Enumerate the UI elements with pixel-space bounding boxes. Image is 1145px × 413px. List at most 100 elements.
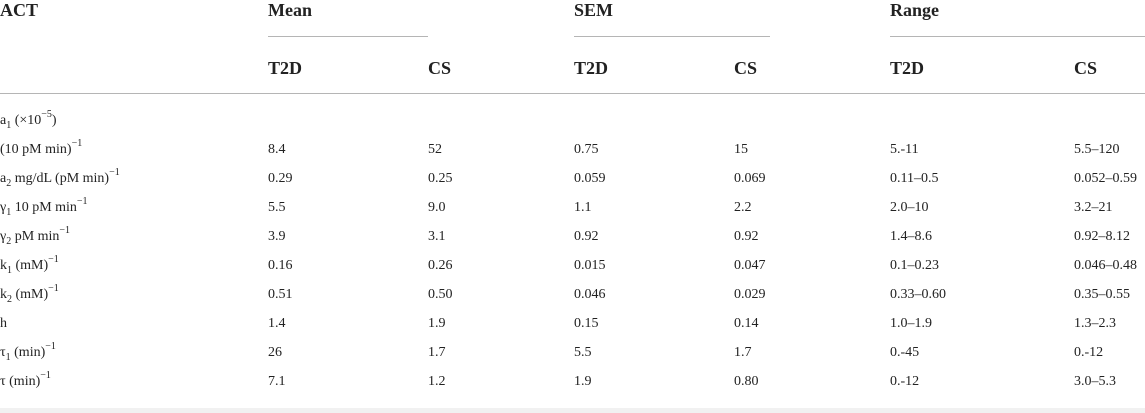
row-label-part: h (0, 316, 7, 331)
mean-group-rule (268, 36, 428, 37)
subheader-mean-cs: CS (428, 58, 452, 78)
table-cell: 5.5 (268, 200, 286, 215)
row-label: (10 pM min)−1 (0, 139, 82, 158)
table-cell: 3.2–21 (1074, 200, 1113, 215)
row-label-part: 1 (6, 119, 12, 131)
table-cell: 0.046–0.48 (1074, 258, 1137, 273)
row-label-part: a (0, 113, 7, 128)
table-cell: 0.14 (734, 316, 759, 331)
range-group-rule (890, 36, 1145, 37)
row-label: τ1 (min)−1 (0, 342, 56, 363)
table-cell: 0.059 (574, 171, 606, 186)
row-label-part: τ (0, 374, 6, 389)
row-label-part: (mM) (12, 258, 49, 273)
row-label-part: 10 pM min (11, 200, 77, 215)
table-cell: 26 (268, 345, 282, 360)
table-cell: 0.51 (268, 287, 293, 302)
row-label: h (0, 316, 7, 332)
table-cell: 0.11–0.5 (890, 171, 939, 186)
row-label: γ1 10 pM min−1 (0, 197, 88, 218)
table-cell: 1.0–1.9 (890, 316, 932, 331)
table-cell: 0.92 (574, 229, 599, 244)
table-cell: 1.2 (428, 374, 446, 389)
row-label-part: γ (0, 229, 7, 244)
subheader-sem-t2d: T2D (574, 58, 609, 78)
row-label-part: (×10 (11, 113, 42, 128)
table-cell: 2.0–10 (890, 200, 929, 215)
table-cell: 0.069 (734, 171, 766, 186)
table-cell: 0.052–0.59 (1074, 171, 1137, 186)
row-label-part: τ (0, 345, 6, 360)
row-label: a1 (×10−5) (0, 110, 57, 131)
table-cell: 0.33–0.60 (890, 287, 946, 302)
table-cell: 1.7 (734, 345, 752, 360)
table-cell: 0.015 (574, 258, 606, 273)
table-cell: 0.-12 (1074, 345, 1104, 360)
header-rule (0, 93, 1145, 94)
subheader-mean-t2d: T2D (268, 58, 303, 78)
table-cell: 1.4 (268, 316, 286, 331)
row-label-part: 2 (6, 235, 12, 247)
table-cell: 3.1 (428, 229, 446, 244)
row-label-part: (10 pM min) (0, 142, 72, 157)
table-cell: 3.9 (268, 229, 286, 244)
table-cell: 0.92–8.12 (1074, 229, 1130, 244)
header-act: ACT (0, 0, 39, 20)
table-cell: 0.75 (574, 142, 599, 157)
table-cell: 1.3–2.3 (1074, 316, 1116, 331)
table-cell: 0.35–0.55 (1074, 287, 1130, 302)
bottom-rule (0, 408, 1145, 413)
table-cell: 0.25 (428, 171, 453, 186)
table-cell: 0.-12 (890, 374, 920, 389)
row-label-part: mg/dL (pM min) (11, 171, 110, 186)
row-label-part: −1 (76, 196, 88, 208)
row-label-part: 1 (5, 351, 11, 363)
row-label-part: −5 (41, 109, 52, 121)
row-label-part: 2 (6, 177, 12, 189)
table-cell: 15 (734, 142, 748, 157)
row-label-part: k (0, 287, 7, 302)
sem-group-rule (574, 36, 770, 37)
table-cell: 0.29 (268, 171, 293, 186)
row-label-part: pM min (11, 229, 60, 244)
table-cell: 0.-45 (890, 345, 920, 360)
table-cell: 2.2 (734, 200, 752, 215)
row-label: k1 (mM)−1 (0, 255, 59, 276)
row-label: τ (min)−1 (0, 371, 51, 390)
row-label-part: −1 (109, 167, 120, 179)
row-label-part: a (0, 171, 7, 186)
row-label-part: −1 (71, 138, 83, 150)
row-label-part: −1 (45, 341, 56, 353)
table-cell: 0.029 (734, 287, 766, 302)
table-cell: 0.16 (268, 258, 293, 273)
subheader-range-cs: CS (1074, 58, 1098, 78)
row-label-part: (mM) (12, 287, 49, 302)
row-label: k2 (mM)−1 (0, 284, 59, 305)
subheader-sem-cs: CS (734, 58, 758, 78)
table-cell: 1.9 (574, 374, 592, 389)
table-cell: 1.9 (428, 316, 446, 331)
row-label-part: −1 (59, 225, 71, 237)
row-label-part: γ (0, 200, 7, 215)
row-label-part: (min) (10, 345, 46, 360)
header-range: Range (890, 0, 939, 20)
table-cell: 1.4–8.6 (890, 229, 932, 244)
row-label-part: 2 (7, 293, 12, 305)
row-label: γ2 pM min−1 (0, 226, 70, 247)
table-cell: 0.50 (428, 287, 453, 302)
row-label-part: 1 (7, 264, 12, 276)
table-cell: 0.15 (574, 316, 599, 331)
subheader-range-t2d: T2D (890, 58, 925, 78)
header-sem: SEM (574, 0, 614, 20)
table-cell: 0.92 (734, 229, 759, 244)
table-cell: 0.047 (734, 258, 766, 273)
row-label-part: 1 (6, 206, 12, 218)
header-mean: Mean (268, 0, 312, 20)
table-cell: 5.-11 (890, 142, 919, 157)
table-cell: 7.1 (268, 374, 286, 389)
table-cell: 8.4 (268, 142, 286, 157)
row-label-part: k (0, 258, 7, 273)
table-cell: 3.0–5.3 (1074, 374, 1116, 389)
row-label-part: −1 (48, 283, 59, 295)
row-label-part: −1 (40, 370, 51, 382)
